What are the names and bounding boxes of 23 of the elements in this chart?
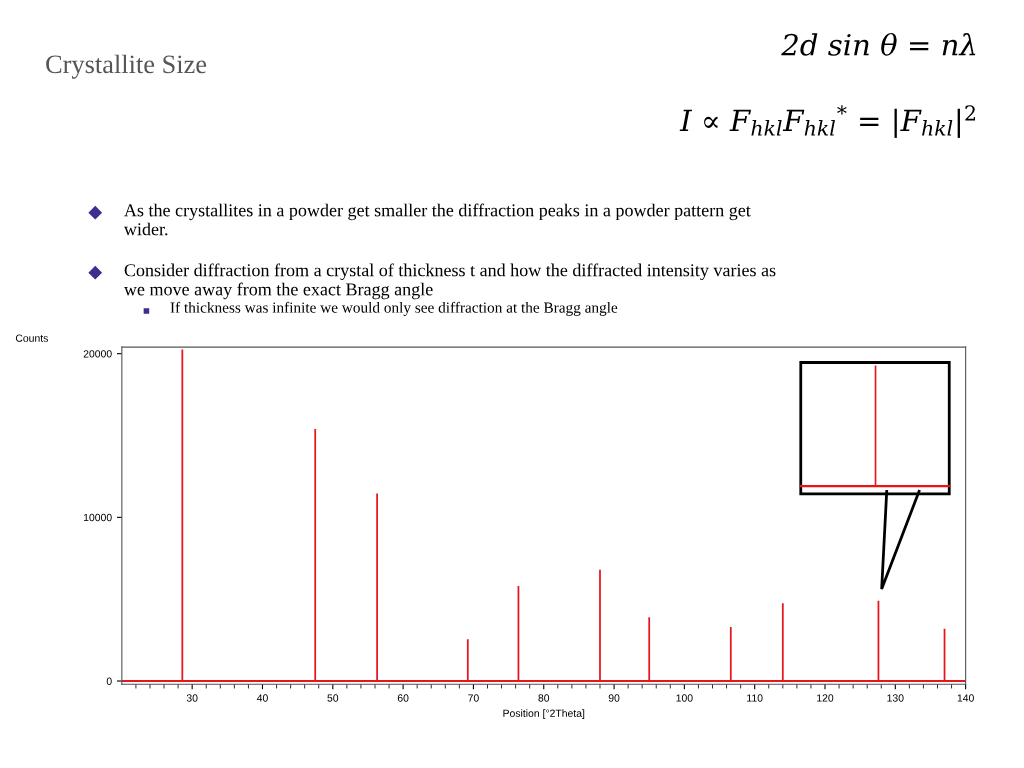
x-tick-label: 80: [538, 694, 550, 702]
x-tick-label: 110: [747, 694, 763, 702]
y-axis-title: Counts: [15, 334, 48, 342]
x-axis-title: Position [°2Theta]: [503, 709, 585, 719]
x-tick-label: 140: [957, 694, 974, 702]
x-tick-label: 60: [397, 694, 409, 702]
x-tick-label: 90: [608, 694, 620, 702]
y-tick-label: 20000: [83, 350, 112, 358]
y-tick-label: 10000: [83, 513, 112, 522]
text: I ∝ F$_{hkl}$F$_{hkl}$$^{*}$ = |F$_{hkl}$|$^{2}$: [679, 105, 975, 138]
x-tick-label: 50: [327, 694, 339, 702]
text: As the crystallites in a powder get smaller the diffraction peaks in a powder pattern get wider.: [123, 203, 751, 236]
x-tick-label: 30: [186, 694, 198, 702]
chart-title: Crystallite Size: [46, 54, 207, 79]
text: If thickness was infinite we would only see diffraction at the Bragg angle: [170, 301, 618, 316]
x-tick-label: 120: [817, 694, 834, 702]
text: 2d sin θ = nλ: [781, 32, 976, 56]
y-tick-label: 0: [106, 677, 112, 685]
x-tick-label: 100: [676, 694, 693, 702]
x-tick-label: 130: [887, 694, 904, 702]
x-tick-label: 40: [256, 694, 268, 702]
x-tick-label: 70: [468, 694, 479, 702]
text: Consider diffraction from a crystal of thickness t and how the diffracted intensity varies as we move away from the exact Bragg angle: [123, 263, 776, 300]
